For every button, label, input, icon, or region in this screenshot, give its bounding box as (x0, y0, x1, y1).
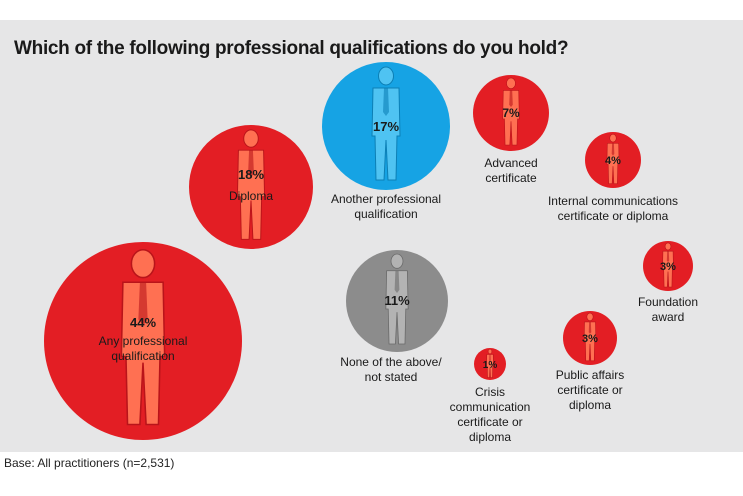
person-figure-icon (606, 133, 620, 184)
bubble-group: 3% Public affairs certificate or diploma (556, 311, 624, 412)
person-figure-icon (662, 242, 674, 288)
bubble-group: 7% Advanced certificate (473, 75, 549, 185)
chart-title: Which of the following professional qual… (14, 38, 569, 59)
person-figure-icon (502, 77, 520, 146)
bubble-category-label: Public affairs certificate or diploma (556, 368, 624, 412)
person-figure-icon (583, 312, 597, 362)
bubble-group: 18% Diploma (189, 125, 313, 249)
bubble-category-label: Crisis communication certificate or diploma (450, 385, 531, 444)
bubble-category-label: Internal communications certificate or di… (548, 194, 678, 223)
bubble-value-label: 3% (582, 333, 598, 345)
bubble-group: 44% Any professional qualification (44, 242, 242, 440)
bubble-value-label: 1% (483, 360, 498, 371)
bubble-value-label: 4% (605, 155, 621, 167)
bubble-value-label: 3% (660, 261, 676, 273)
bubble-category-label: None of the above/not stated (340, 355, 442, 384)
bubble-group: 1% Crisis communication certificate or diplo… (450, 348, 531, 444)
bubble-value-label: 17% (373, 119, 399, 134)
person-figure-icon (120, 248, 166, 426)
bubble-value-label: 11% (384, 293, 410, 308)
bubble-category-label: Any professional qualification (99, 334, 188, 363)
bubble-value-label: 7% (502, 106, 520, 120)
person-figure-icon (385, 253, 409, 345)
bubble-value-label: 44% (130, 315, 156, 330)
person-figure-icon (371, 66, 401, 181)
person-figure-icon (486, 348, 494, 378)
bubble-group: 3% Foundation award (638, 241, 698, 324)
bubble-group: 11% None of the above/not stated (340, 250, 448, 384)
bubble-value-label: 18% (238, 167, 264, 182)
bubble-category-label: Foundation award (638, 295, 698, 324)
bubble-group: 4% Internal communications certificate or … (548, 132, 678, 223)
bubble-category-label: Advanced certificate (484, 156, 537, 185)
bubble-group: 17% Another professional qualification (322, 62, 450, 221)
base-note: Base: All practitioners (n=2,531) (4, 456, 175, 470)
bubble-category-label: Another professional qualification (331, 192, 441, 221)
person-figure-icon (236, 129, 266, 240)
bubble-category-label: Diploma (229, 189, 273, 203)
